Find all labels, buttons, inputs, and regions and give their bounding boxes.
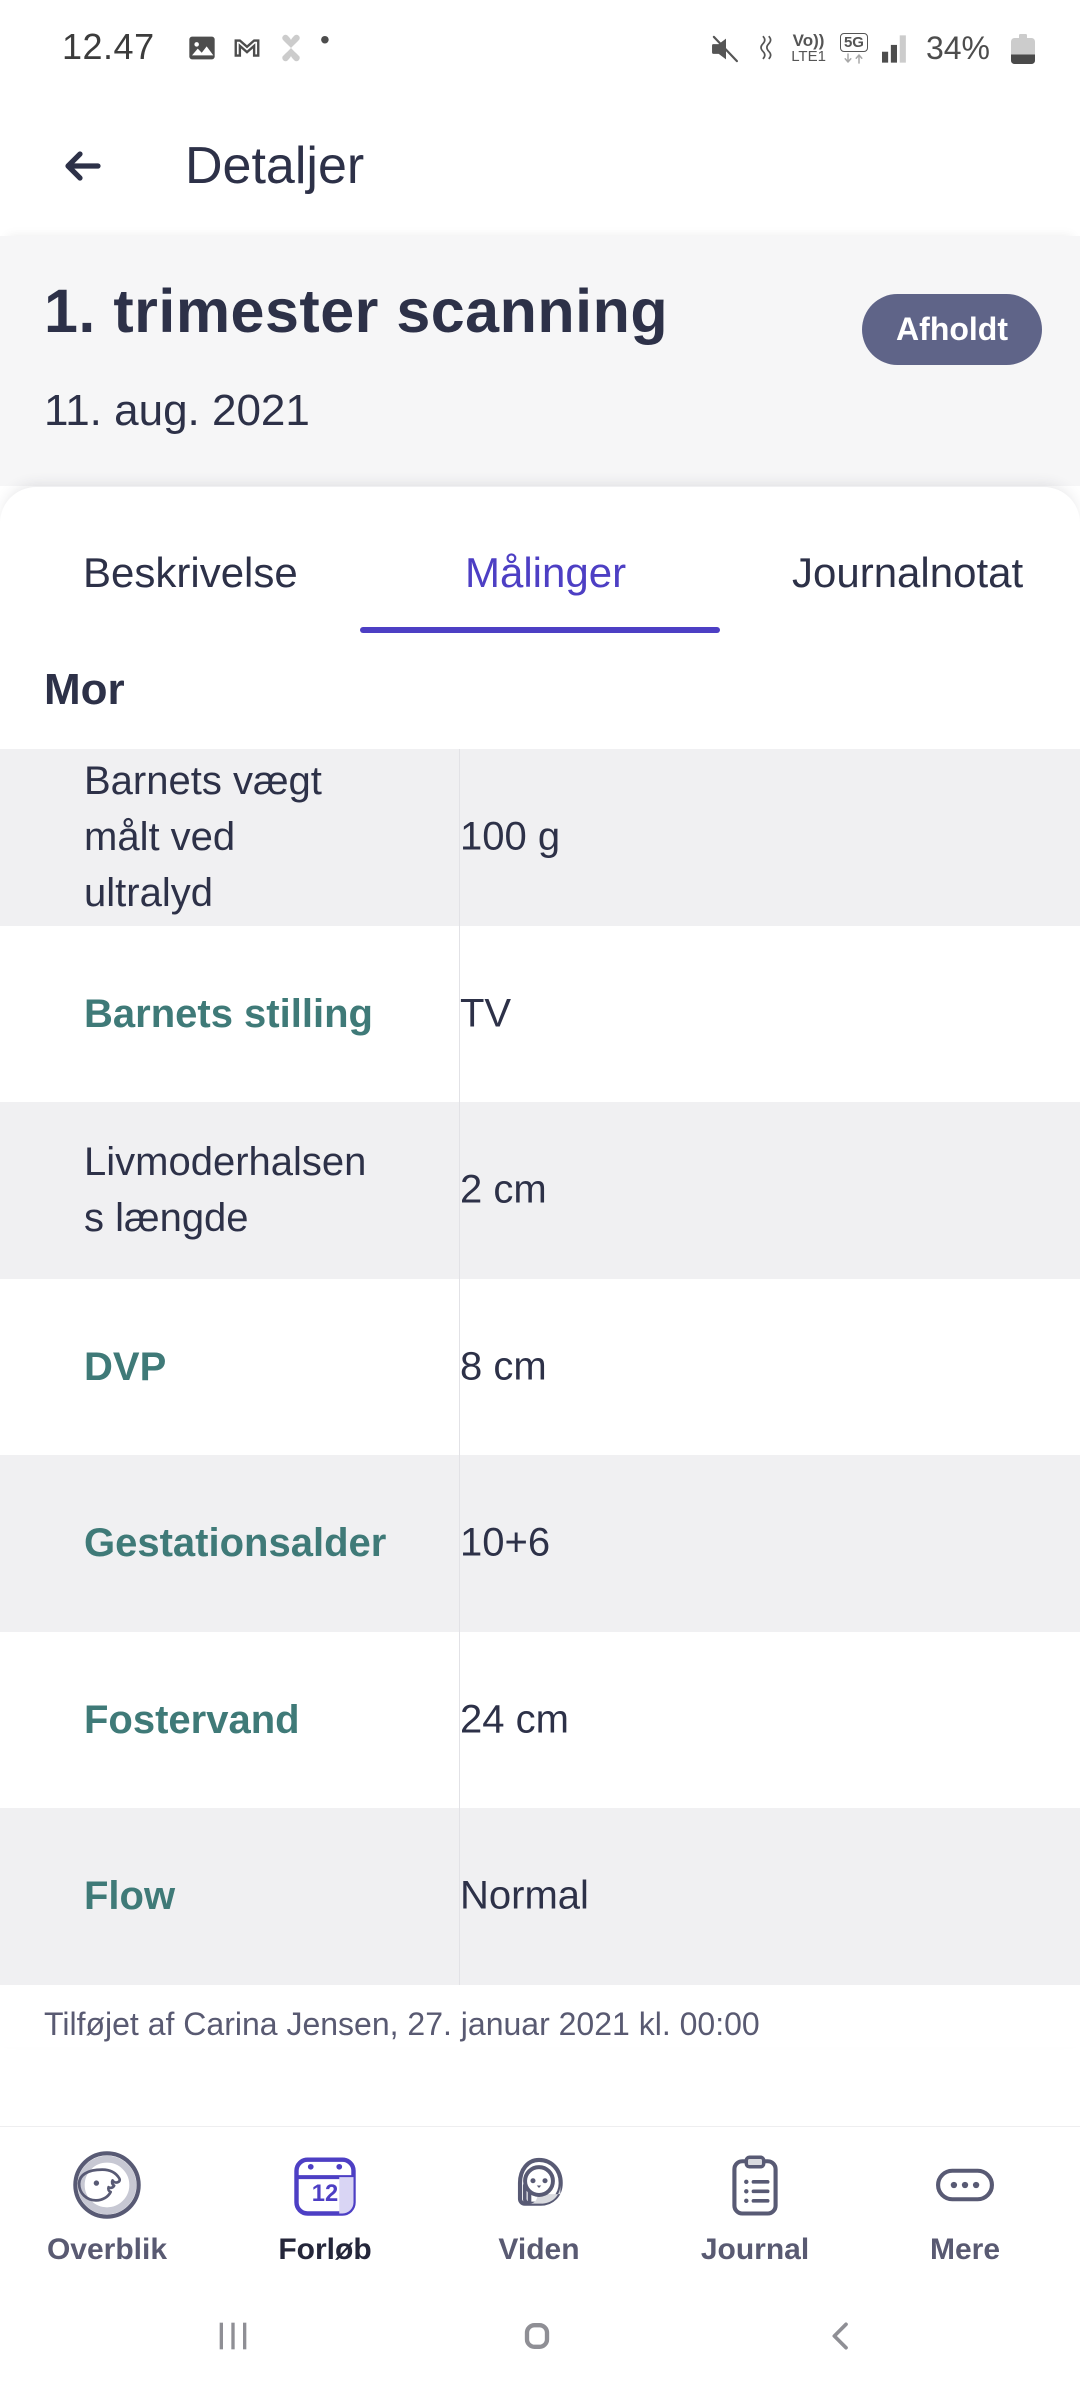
svg-text:12: 12 bbox=[312, 2180, 338, 2207]
